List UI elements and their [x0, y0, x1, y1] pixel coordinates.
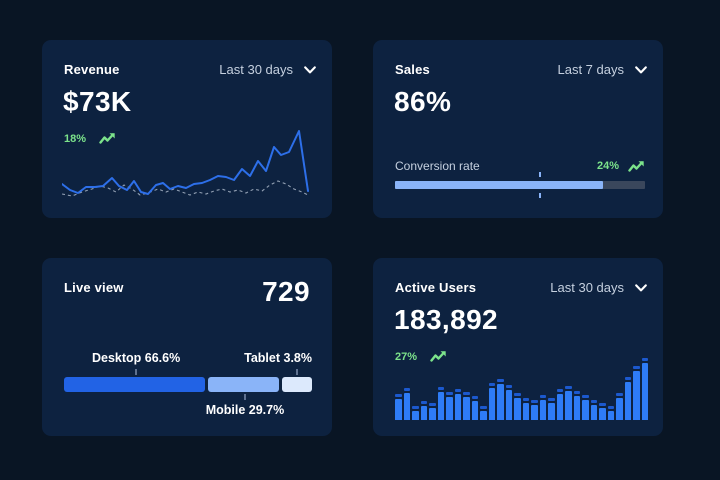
desktop-segment	[64, 377, 205, 392]
conversion-progress-fill	[395, 181, 603, 189]
revenue-title: Revenue	[64, 62, 120, 77]
device-split-stacked-bar	[64, 377, 312, 392]
live-view-title: Live view	[64, 280, 124, 295]
daily-users-bar	[522, 398, 529, 420]
revenue-period-label: Last 30 days	[219, 62, 293, 77]
chevron-down-icon	[304, 65, 316, 73]
sales-card-header: Sales Last 7 days	[395, 62, 647, 77]
daily-users-bar	[633, 366, 640, 420]
mobile-segment	[207, 377, 280, 392]
mobile-segment-label: Mobile 29.7%	[205, 403, 285, 417]
daily-users-bar	[607, 405, 614, 420]
daily-users-bar	[599, 403, 606, 420]
tablet-segment	[282, 377, 312, 392]
daily-users-bar	[539, 395, 546, 420]
daily-users-bar	[471, 396, 478, 420]
revenue-delta-row: 18%	[64, 132, 116, 145]
sales-card: Sales Last 7 days 86% Conversion rate 24…	[373, 40, 663, 218]
conversion-rate-row: Conversion rate 24%	[395, 159, 645, 173]
active-users-card-header: Active Users Last 30 days	[395, 280, 647, 295]
live-view-card-header: Live view	[64, 280, 316, 295]
daily-users-bar	[616, 393, 623, 420]
device-split-chart: Desktop 66.6% Tablet 3.8% Mobile 29.7%	[64, 351, 312, 421]
daily-users-bar	[505, 384, 512, 420]
revenue-card-header: Revenue Last 30 days	[64, 62, 316, 77]
live-view-card: Live view 729 Desktop 66.6% Tablet 3.8% …	[42, 258, 332, 436]
active-users-period-dropdown[interactable]: Last 30 days	[550, 280, 647, 295]
mobile-leader-tick	[243, 394, 246, 400]
trend-up-icon	[99, 133, 115, 144]
daily-users-bar	[582, 395, 589, 420]
sales-delta-percent: 24%	[596, 160, 619, 172]
active-users-delta-percent: 27%	[395, 350, 418, 363]
active-users-period-label: Last 30 days	[550, 280, 624, 295]
revenue-value: $73K	[63, 86, 132, 117]
active-users-value: 183,892	[394, 304, 499, 335]
daily-users-bar	[463, 392, 470, 420]
revenue-period-dropdown[interactable]: Last 30 days	[219, 62, 316, 77]
daily-users-bar	[454, 389, 461, 420]
daily-users-bar	[531, 400, 538, 420]
sales-period-dropdown[interactable]: Last 7 days	[558, 62, 648, 77]
daily-users-bar	[412, 405, 419, 420]
desktop-segment-label: Desktop 66.6%	[91, 351, 181, 365]
tablet-leader-tick	[295, 369, 298, 375]
sales-period-label: Last 7 days	[557, 62, 625, 77]
active-users-delta-row: 27%	[395, 350, 447, 363]
daily-users-bar	[641, 358, 648, 420]
daily-users-bar	[548, 398, 555, 420]
daily-users-bar	[590, 400, 597, 420]
sales-delta-row: 24%	[597, 160, 645, 173]
daily-users-bar	[488, 382, 495, 420]
daily-users-bar	[565, 385, 572, 420]
active-users-bar-chart	[394, 356, 649, 420]
daily-users-bar	[437, 386, 444, 420]
revenue-line-chart	[62, 128, 312, 198]
daily-users-bar	[420, 401, 427, 420]
daily-users-bar	[403, 388, 410, 420]
live-view-value: 729	[262, 276, 310, 307]
tablet-segment-label: Tablet 3.8%	[244, 351, 312, 365]
sales-title: Sales	[395, 62, 430, 77]
active-users-title: Active Users	[395, 280, 477, 295]
conversion-rate-label: Conversion rate	[395, 159, 480, 173]
revenue-card: Revenue Last 30 days $73K 18%	[42, 40, 332, 218]
daily-users-bar	[497, 378, 504, 420]
daily-users-bar	[573, 391, 580, 420]
daily-users-bar	[624, 376, 631, 420]
trend-up-icon	[628, 160, 644, 172]
daily-users-bar	[446, 392, 453, 420]
progress-marker-bottom	[539, 193, 541, 198]
daily-users-bar	[429, 403, 436, 420]
chevron-down-icon	[635, 283, 647, 291]
revenue-delta-percent: 18%	[64, 132, 87, 145]
active-users-card: Active Users Last 30 days 183,892 27%	[373, 258, 663, 436]
conversion-progress-bar	[395, 172, 645, 198]
sales-value: 86%	[394, 86, 452, 117]
daily-users-bar	[480, 405, 487, 420]
daily-users-bar	[556, 389, 563, 420]
chevron-down-icon	[635, 65, 647, 73]
daily-users-bar	[514, 393, 521, 420]
desktop-leader-tick	[135, 369, 138, 375]
progress-marker-top	[539, 172, 541, 177]
daily-users-bar	[395, 394, 402, 420]
trend-up-icon	[430, 351, 446, 362]
